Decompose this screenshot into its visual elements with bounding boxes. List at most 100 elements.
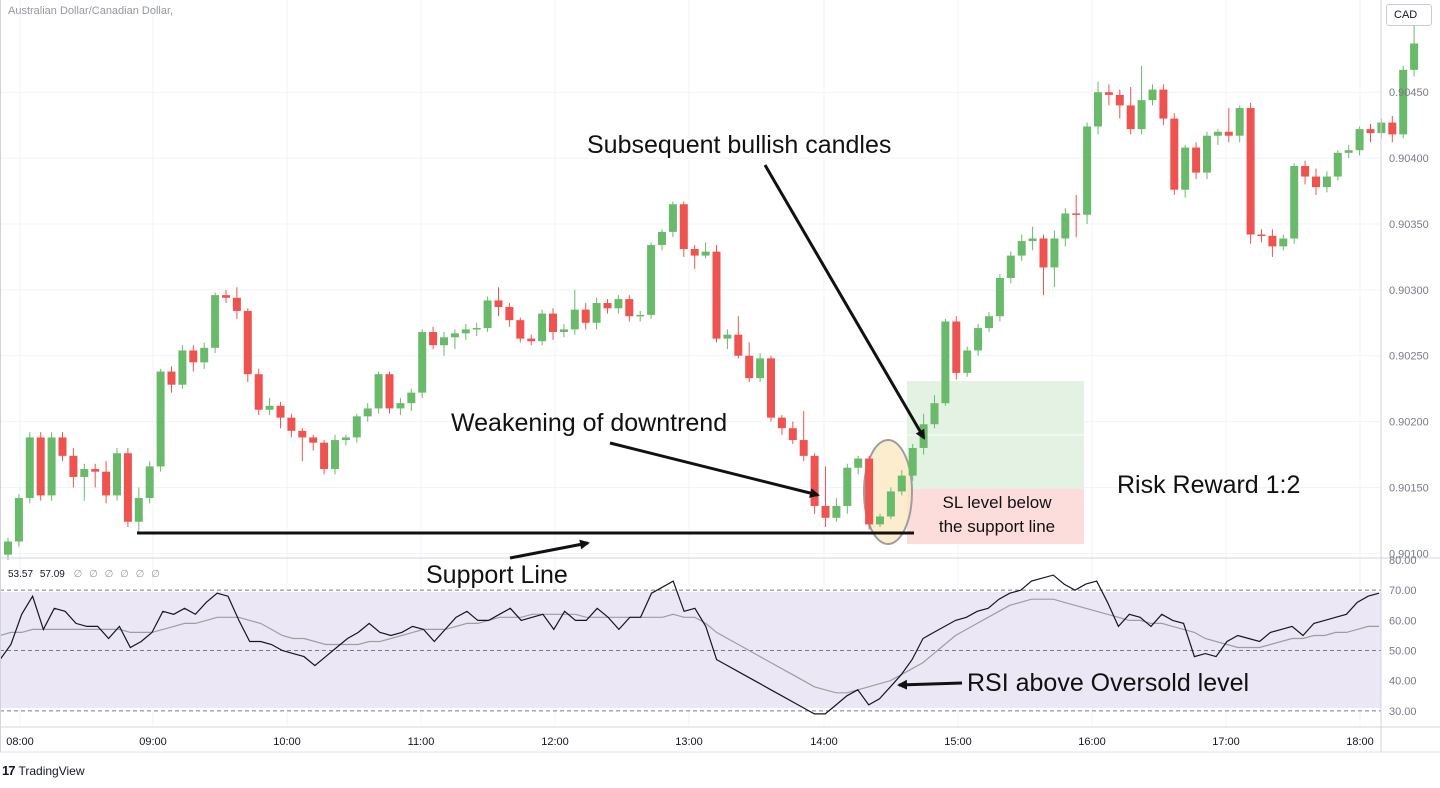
candle xyxy=(1257,229,1266,243)
time-tick-label: 17:00 xyxy=(1212,736,1240,748)
candle xyxy=(995,274,1004,322)
candle-body xyxy=(843,467,852,506)
candle-body xyxy=(810,455,819,506)
candle-body xyxy=(1170,118,1179,190)
candle xyxy=(712,245,721,343)
candle xyxy=(1301,160,1310,185)
rsi-band xyxy=(0,592,1381,708)
candle xyxy=(1148,84,1157,106)
candle-body xyxy=(897,475,906,492)
candle xyxy=(309,434,318,451)
rsi-series xyxy=(0,574,1380,715)
candle xyxy=(876,513,884,528)
candlestick-series xyxy=(4,13,1419,560)
candle xyxy=(897,470,906,496)
candle-body xyxy=(1301,166,1310,177)
candle-body xyxy=(472,328,481,330)
candle-body xyxy=(1006,255,1015,278)
candle-body xyxy=(91,469,100,472)
candle-body xyxy=(865,458,874,525)
candle xyxy=(1050,230,1059,288)
candle xyxy=(167,366,176,393)
candle xyxy=(1006,251,1015,284)
annotation-rsi-oversold: RSI above Oversold level xyxy=(967,669,1250,697)
candle xyxy=(668,201,677,238)
candle-body xyxy=(734,334,743,356)
candle-body xyxy=(418,332,427,393)
candle xyxy=(298,428,307,462)
candle xyxy=(723,329,732,350)
symbol-title[interactable]: Australian Dollar/Canadian Dollar, xyxy=(8,5,174,17)
candle xyxy=(1137,65,1146,135)
candle xyxy=(788,421,797,445)
candle xyxy=(1213,129,1222,145)
candle xyxy=(1224,108,1233,143)
candle xyxy=(396,397,405,416)
annotation-risk-reward: Risk Reward 1:2 xyxy=(1117,471,1301,499)
annotation-drawings xyxy=(137,164,963,690)
time-tick-label: 13:00 xyxy=(675,736,703,748)
candle-body xyxy=(211,295,220,348)
candle-body xyxy=(1257,234,1266,237)
candle-body xyxy=(385,374,394,409)
candle-body xyxy=(1235,108,1244,136)
candle-body xyxy=(189,350,198,363)
rsi-placeholder-values: ∅ ∅ ∅ ∅ ∅ ∅ xyxy=(73,569,162,580)
rsi-value: 53.57 xyxy=(8,569,34,580)
candle-body xyxy=(287,417,296,431)
candle-body xyxy=(647,245,656,315)
candle-body xyxy=(145,466,154,499)
candle-body xyxy=(614,299,623,309)
candle-body xyxy=(494,300,503,307)
candle xyxy=(418,329,427,398)
candle-body xyxy=(341,437,350,441)
candle xyxy=(450,329,459,350)
currency-button[interactable]: CAD xyxy=(1386,4,1432,26)
candle xyxy=(276,401,285,429)
candle xyxy=(1333,150,1342,181)
candle xyxy=(1344,144,1353,159)
candle xyxy=(756,353,765,383)
candle xyxy=(4,537,12,560)
candle-body xyxy=(123,453,132,522)
candle-body xyxy=(941,321,950,404)
candle-body xyxy=(222,295,230,298)
candle-body xyxy=(450,333,459,338)
candle-body xyxy=(232,297,241,311)
rsi-tick-label: 70.00 xyxy=(1389,585,1417,597)
rsi-axis-labels: 30.00 40.00 50.00 60.00 70.00 80.00 xyxy=(1389,555,1417,718)
candle xyxy=(767,355,775,422)
time-tick-label: 16:00 xyxy=(1078,736,1106,748)
candle-body xyxy=(1224,131,1233,136)
candle xyxy=(461,324,470,340)
candle xyxy=(1355,126,1364,156)
candle xyxy=(581,303,590,330)
candle-body xyxy=(832,505,841,518)
candle xyxy=(821,466,830,528)
price-axis-labels: 0.90100 0.90150 0.90200 0.90250 0.90300 0.903… xyxy=(1389,87,1429,560)
candle-body xyxy=(974,328,983,351)
candle xyxy=(1061,208,1070,247)
candle xyxy=(1290,163,1299,244)
weakening-arrow xyxy=(609,441,820,498)
candle xyxy=(25,432,34,504)
candle xyxy=(1181,144,1190,198)
candle xyxy=(243,308,252,383)
candle-body xyxy=(80,469,89,477)
candle xyxy=(483,296,492,333)
candle xyxy=(865,455,874,530)
candle xyxy=(810,453,819,514)
candle xyxy=(69,447,78,488)
rsi-ma-line xyxy=(0,598,1379,694)
candle xyxy=(429,326,438,350)
candle xyxy=(287,413,296,438)
time-tick-label: 08:00 xyxy=(6,736,34,748)
candle xyxy=(123,447,132,528)
tradingview-logo[interactable]: 17 TradingView xyxy=(2,763,85,778)
time-tick-label: 09:00 xyxy=(139,736,167,748)
time-tick-label: 10:00 xyxy=(273,736,301,748)
candle-body xyxy=(570,309,579,330)
candle-body xyxy=(429,332,438,346)
candle xyxy=(603,299,612,314)
